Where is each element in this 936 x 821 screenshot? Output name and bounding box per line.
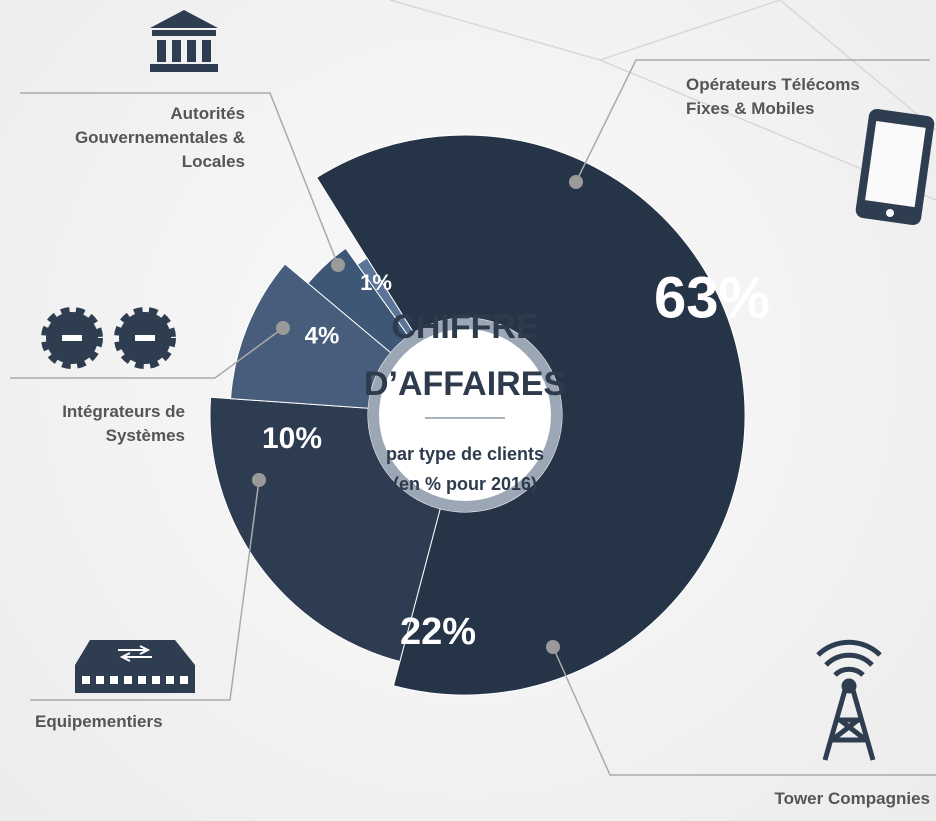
category-label: Intégrateurs de Systèmes <box>62 402 185 445</box>
leader-lines <box>10 59 936 776</box>
category-label: Autorités Gouvernementales & Locales <box>74 104 245 171</box>
center-disc <box>379 329 551 501</box>
category-label: Tower Compagnies <box>774 789 930 808</box>
value-label: 4% <box>305 322 340 349</box>
icon-phone <box>855 108 935 226</box>
icon-gears <box>41 307 176 369</box>
value-label: 63% <box>654 265 770 330</box>
category-label: Opérateurs Télécoms Fixes & Mobiles <box>686 75 860 118</box>
category-label: Equipementiers <box>35 712 163 731</box>
icon-tower <box>816 639 882 761</box>
icon-building <box>150 10 218 72</box>
leader-dots <box>252 175 583 654</box>
title-line: CHIFFRE <box>391 308 538 346</box>
icon-switch <box>75 640 195 693</box>
subtitle-line: (en % pour 2016) <box>393 474 537 494</box>
value-label: 22% <box>400 611 476 653</box>
title-line: D’AFFAIRES <box>364 365 566 403</box>
value-label: 10% <box>262 422 322 455</box>
background-network <box>389 0 936 201</box>
value-label: 1% <box>360 270 392 295</box>
subtitle-line: par type de clients <box>386 444 544 464</box>
